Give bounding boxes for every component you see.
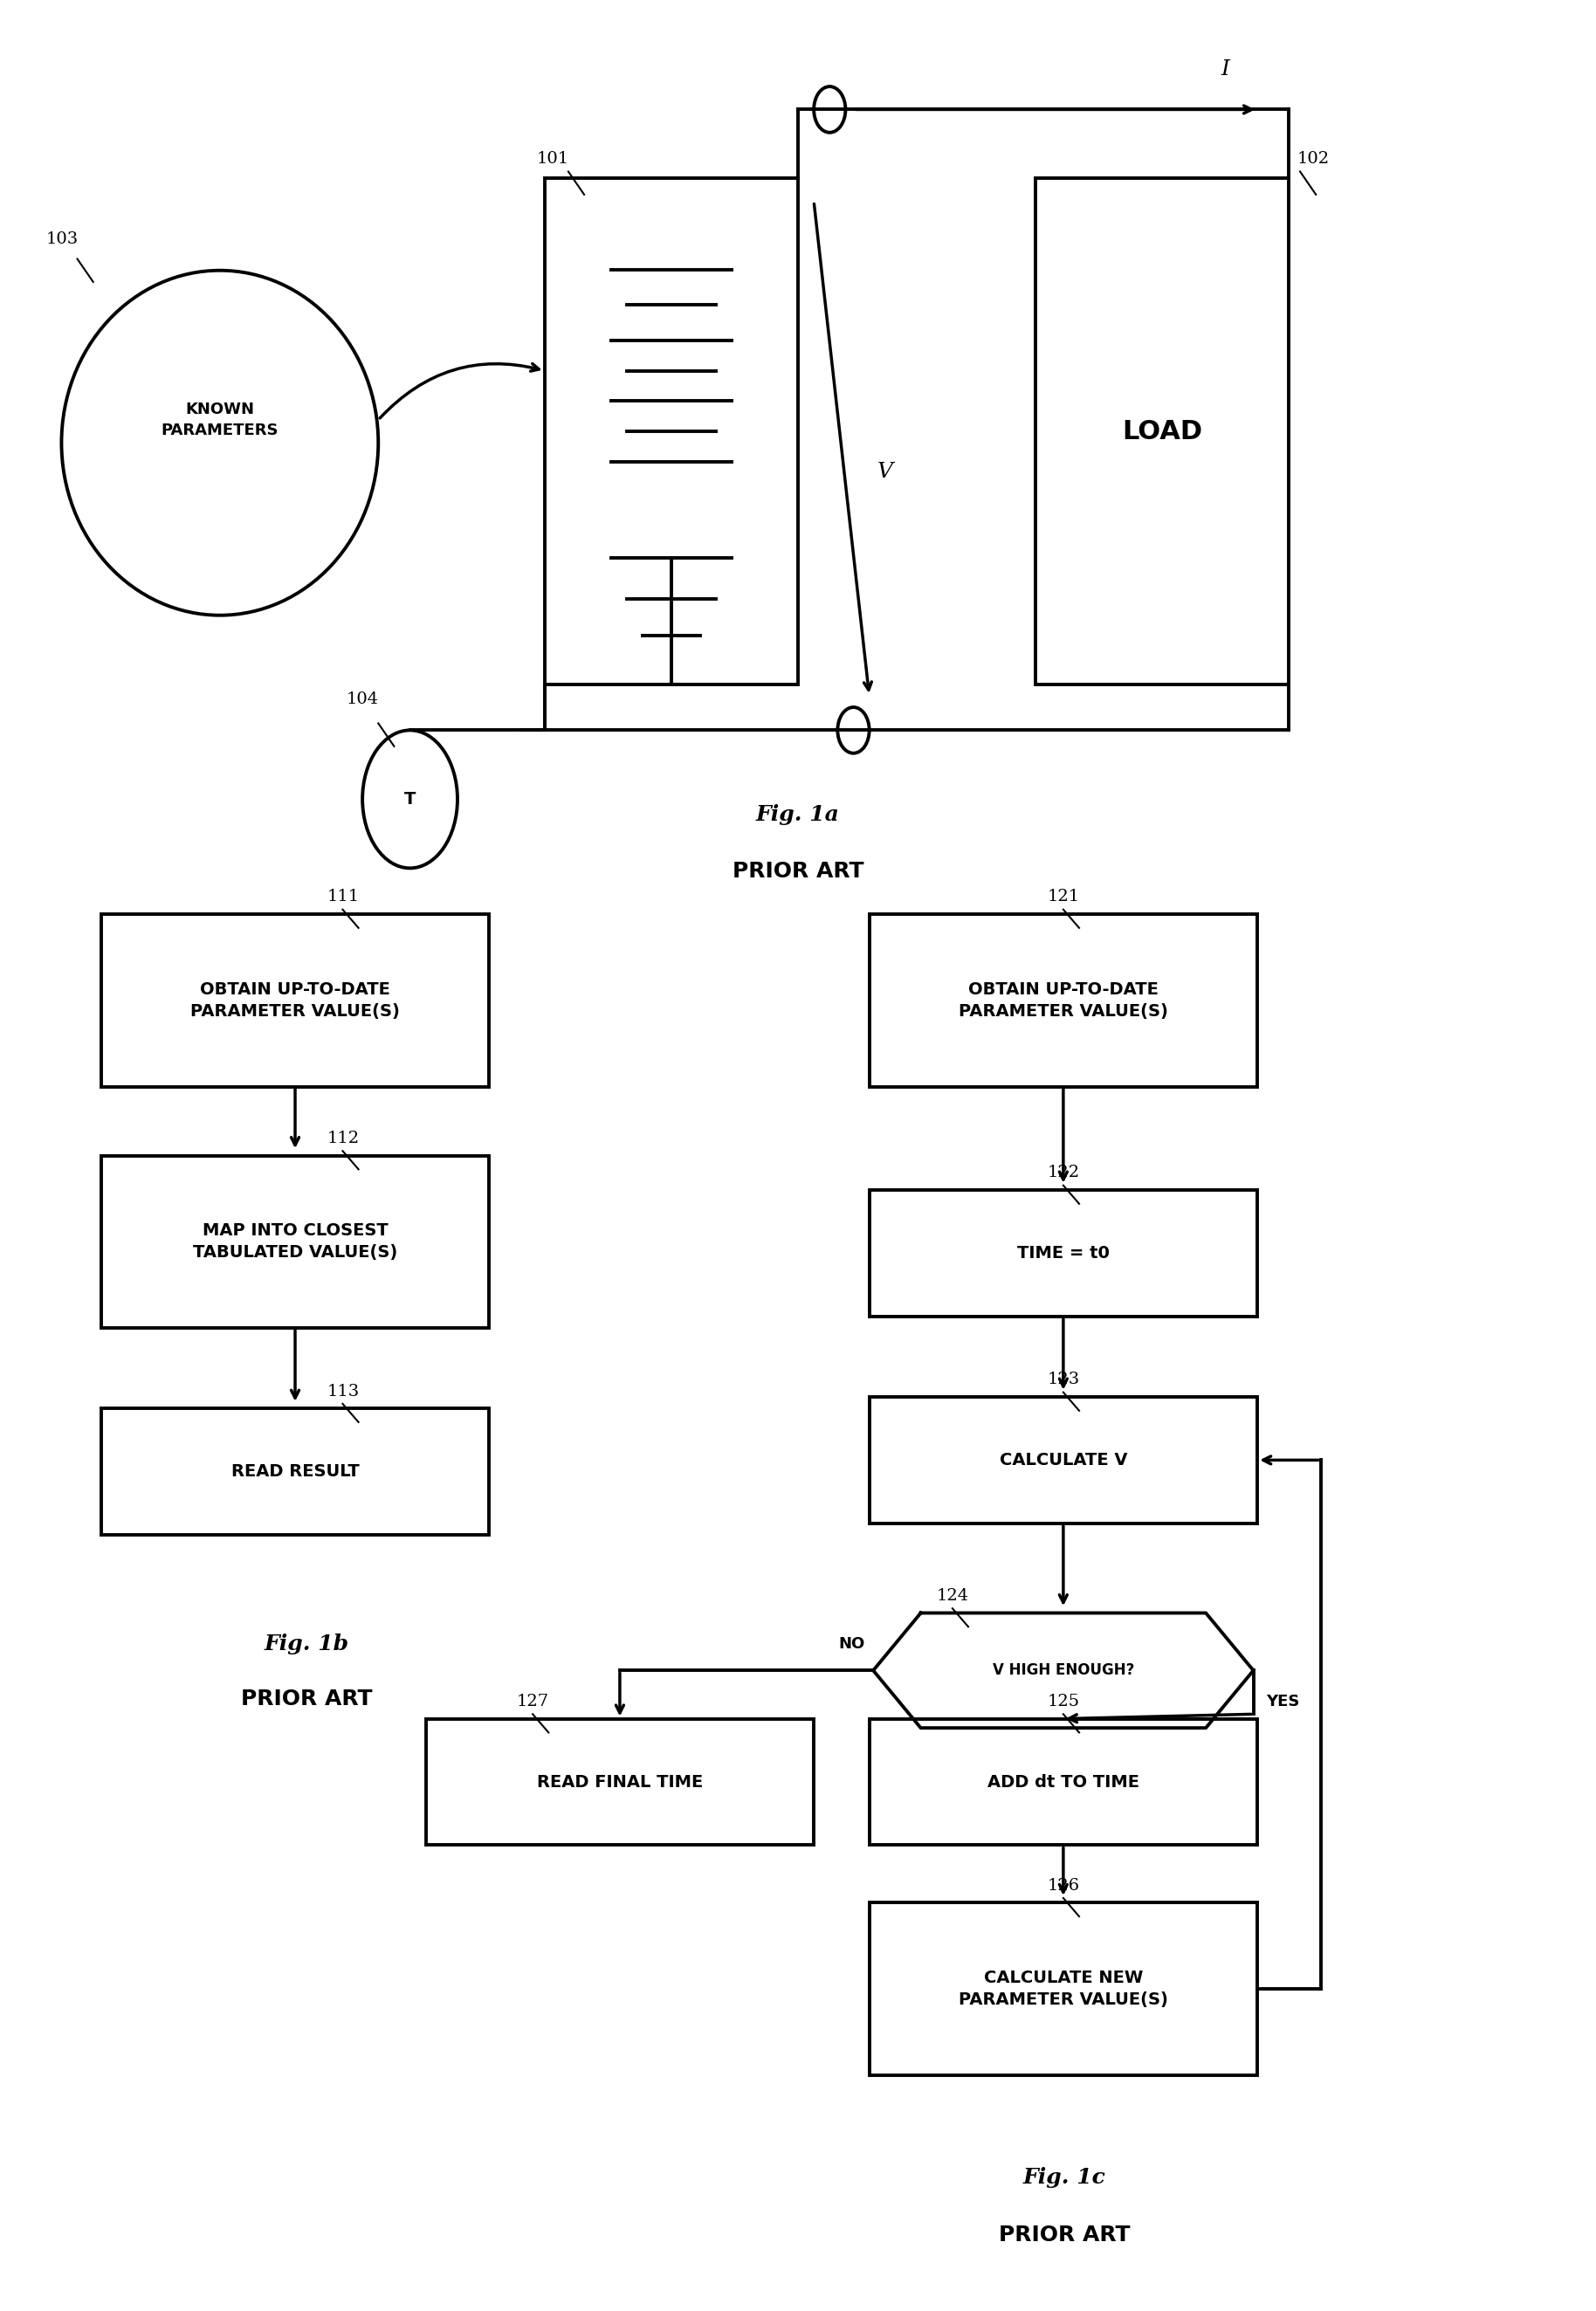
Bar xyxy=(1036,178,1290,684)
Text: V HIGH ENOUGH?: V HIGH ENOUGH? xyxy=(993,1662,1135,1678)
Text: 111: 111 xyxy=(327,890,359,906)
Text: READ RESULT: READ RESULT xyxy=(231,1463,359,1479)
Text: READ FINAL TIME: READ FINAL TIME xyxy=(536,1773,702,1791)
Bar xyxy=(101,1407,488,1535)
Text: 124: 124 xyxy=(937,1588,969,1604)
Bar xyxy=(870,1190,1258,1317)
Text: ADD dt TO TIME: ADD dt TO TIME xyxy=(988,1773,1140,1791)
Bar xyxy=(870,1396,1258,1523)
Text: 112: 112 xyxy=(327,1130,359,1146)
Text: 102: 102 xyxy=(1298,150,1329,166)
Text: OBTAIN UP-TO-DATE
PARAMETER VALUE(S): OBTAIN UP-TO-DATE PARAMETER VALUE(S) xyxy=(190,982,401,1019)
Text: LOAD: LOAD xyxy=(1122,418,1202,444)
Bar xyxy=(101,1156,488,1329)
Text: Fig. 1a: Fig. 1a xyxy=(757,804,839,825)
Text: 121: 121 xyxy=(1047,890,1080,906)
Text: PRIOR ART: PRIOR ART xyxy=(733,862,863,883)
Text: T: T xyxy=(404,790,417,807)
Text: I: I xyxy=(1221,60,1231,79)
Text: CALCULATE NEW
PARAMETER VALUE(S): CALCULATE NEW PARAMETER VALUE(S) xyxy=(959,1969,1168,2008)
Text: 126: 126 xyxy=(1047,1879,1080,1893)
Text: 123: 123 xyxy=(1047,1373,1080,1387)
Bar xyxy=(870,1719,1258,1844)
Bar xyxy=(544,178,798,684)
Text: KNOWN
PARAMETERS: KNOWN PARAMETERS xyxy=(161,402,279,439)
Text: 103: 103 xyxy=(46,231,78,247)
Text: Fig. 1c: Fig. 1c xyxy=(1023,2168,1106,2189)
Bar xyxy=(870,915,1258,1086)
Text: CALCULATE V: CALCULATE V xyxy=(999,1451,1127,1467)
Text: 127: 127 xyxy=(517,1694,549,1710)
Bar xyxy=(101,915,488,1086)
Text: 122: 122 xyxy=(1047,1165,1080,1181)
Text: 101: 101 xyxy=(536,150,570,166)
Text: TIME = t0: TIME = t0 xyxy=(1017,1246,1109,1262)
Text: V: V xyxy=(878,462,892,481)
Text: 125: 125 xyxy=(1047,1694,1080,1710)
Text: 113: 113 xyxy=(327,1384,359,1398)
Text: OBTAIN UP-TO-DATE
PARAMETER VALUE(S): OBTAIN UP-TO-DATE PARAMETER VALUE(S) xyxy=(959,982,1168,1019)
Text: MAP INTO CLOSEST
TABULATED VALUE(S): MAP INTO CLOSEST TABULATED VALUE(S) xyxy=(193,1223,397,1262)
Text: PRIOR ART: PRIOR ART xyxy=(999,2225,1130,2246)
Text: PRIOR ART: PRIOR ART xyxy=(241,1689,373,1710)
Bar xyxy=(870,1902,1258,2075)
Text: NO: NO xyxy=(839,1636,865,1652)
Bar xyxy=(426,1719,814,1844)
Text: YES: YES xyxy=(1266,1694,1299,1710)
Text: Fig. 1b: Fig. 1b xyxy=(265,1634,350,1655)
Text: 104: 104 xyxy=(346,691,378,707)
